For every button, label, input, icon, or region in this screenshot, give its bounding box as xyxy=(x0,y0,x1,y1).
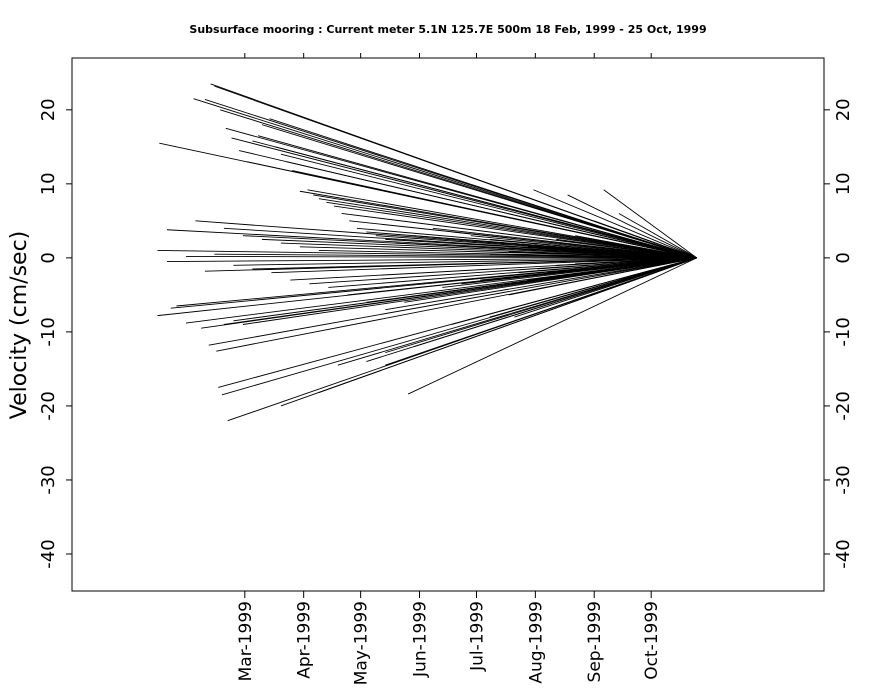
velocity-stick xyxy=(318,257,697,394)
velocity-stick xyxy=(533,189,697,259)
x-tick-label: Jul-1999 xyxy=(467,601,487,672)
velocity-sticks xyxy=(157,83,698,422)
velocity-stick xyxy=(269,118,697,259)
velocity-stick xyxy=(292,170,697,259)
velocity-stick xyxy=(307,189,697,259)
x-tick-label: Apr-1999 xyxy=(295,601,315,679)
y-tick-label: 20 xyxy=(833,98,854,121)
velocity-stick xyxy=(407,257,697,395)
x-tick-label: Aug-1999 xyxy=(526,601,546,684)
velocity-stick xyxy=(575,257,697,265)
velocity-stick xyxy=(214,253,697,259)
velocity-stick xyxy=(193,98,697,259)
velocity-stick xyxy=(556,238,697,259)
velocity-stick xyxy=(594,220,697,259)
y-tick-label: 0 xyxy=(38,252,59,263)
y-tick-label: -20 xyxy=(38,391,59,420)
y-tick-label: -40 xyxy=(38,539,59,568)
y-tick-label: -40 xyxy=(833,539,854,568)
velocity-stick xyxy=(257,135,697,259)
y-axis-left: 20 10 0 -10 -20 -30 -40 xyxy=(38,98,72,569)
y-tick-label: 20 xyxy=(38,98,59,121)
velocity-stick xyxy=(451,257,697,325)
velocity-stick xyxy=(618,213,697,259)
y-tick-label: -30 xyxy=(38,465,59,494)
x-tick-label: Oct-1999 xyxy=(642,601,662,680)
velocity-stick xyxy=(385,257,697,311)
x-tick-label: May-1999 xyxy=(352,601,372,685)
velocity-stick xyxy=(489,257,697,318)
velocity-stick xyxy=(313,194,697,259)
velocity-stick xyxy=(233,257,697,266)
velocity-stick xyxy=(575,235,697,259)
y-tick-label: -20 xyxy=(833,391,854,420)
x-axis-top xyxy=(244,53,652,58)
velocity-stick xyxy=(385,257,697,366)
velocity-stick xyxy=(275,146,697,259)
velocity-stick xyxy=(286,161,697,259)
x-tick-label: Jun-1999 xyxy=(411,601,431,678)
velocity-stick xyxy=(261,238,697,259)
y-axis-right: 20 10 0 -10 -20 -30 -40 xyxy=(824,98,854,569)
velocity-stick xyxy=(252,257,697,270)
velocity-stick xyxy=(271,257,697,274)
velocity-stick xyxy=(333,205,697,259)
velocity-stick xyxy=(603,189,698,259)
velocity-stick xyxy=(208,257,697,346)
y-tick-label: 10 xyxy=(38,172,59,195)
y-axis-label: Velocity (cm/sec) xyxy=(7,231,32,420)
velocity-stick xyxy=(242,257,697,325)
x-axis-bottom: Mar-1999 Apr-1999 May-1999 Jun-1999 Jul-1999… xyxy=(236,591,662,685)
velocity-stick xyxy=(489,253,697,259)
velocity-stick xyxy=(508,257,697,296)
y-tick-label: -10 xyxy=(38,317,59,346)
velocity-stick xyxy=(166,257,697,263)
velocity-stick xyxy=(514,257,697,318)
chart-title: Subsurface mooring : Current meter 5.1N … xyxy=(189,23,706,36)
velocity-stick xyxy=(537,246,697,259)
velocity-stick xyxy=(242,235,697,259)
x-tick-label: Mar-1999 xyxy=(236,601,256,681)
velocity-stick xyxy=(157,257,697,317)
velocity-stick xyxy=(385,257,697,354)
velocity-stick xyxy=(261,124,697,259)
velocity-stick xyxy=(527,257,697,281)
y-tick-label: -30 xyxy=(833,465,854,494)
x-tick-label: Sep-1999 xyxy=(585,601,605,682)
y-tick-label: 10 xyxy=(833,172,854,195)
velocity-stick xyxy=(176,257,697,307)
velocity-stick xyxy=(280,153,697,259)
velocity-stick xyxy=(567,194,697,259)
velocity-stick xyxy=(546,257,697,274)
velocity-stick xyxy=(413,257,697,348)
plot-frame xyxy=(71,57,825,592)
y-tick-label: -10 xyxy=(833,317,854,346)
y-tick-label: 0 xyxy=(833,252,854,263)
velocity-stick xyxy=(223,227,697,259)
